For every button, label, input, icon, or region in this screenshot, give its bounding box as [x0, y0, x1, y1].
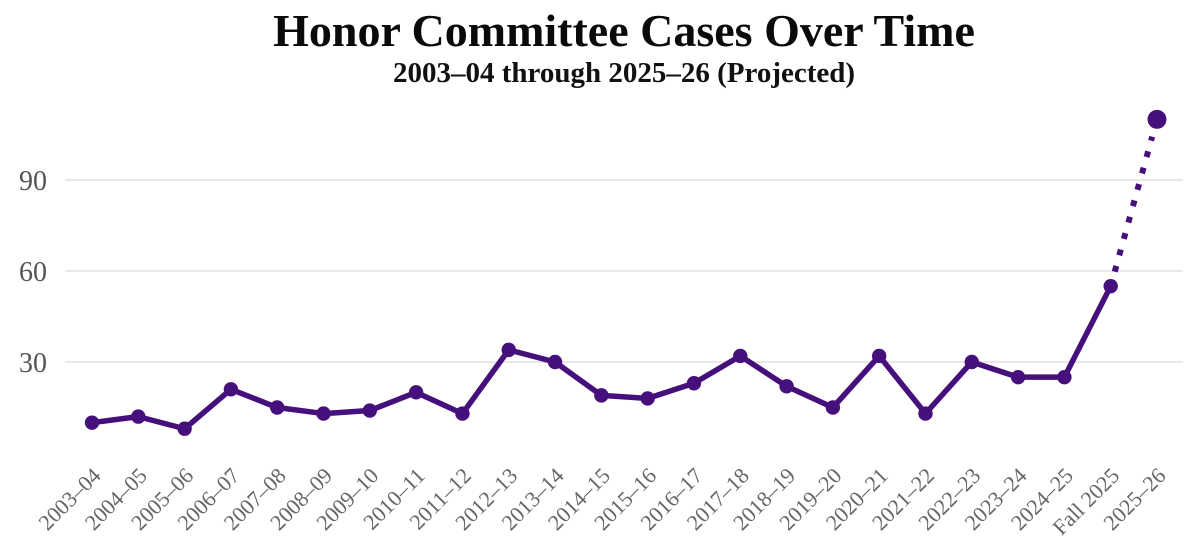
chart-title: Honor Committee Cases Over Time [273, 5, 975, 56]
chart-header: Honor Committee Cases Over Time 2003–04 … [48, 5, 1200, 90]
data-point [779, 379, 794, 394]
data-point [362, 403, 378, 418]
data-point [594, 388, 609, 403]
y-tick-label-60: 60 [19, 257, 47, 288]
data-point [964, 354, 979, 370]
data-point [131, 409, 146, 424]
data-point [871, 348, 887, 364]
data-point [455, 406, 470, 421]
data-point-projected [1147, 109, 1167, 129]
data-point [640, 391, 655, 406]
chart-subtitle: 2003–04 through 2025–26 (Projected) [392, 56, 856, 89]
data-point [270, 400, 285, 415]
data-point [918, 406, 933, 421]
data-point [1010, 369, 1026, 385]
data-point [177, 421, 192, 436]
y-tick-label-30: 30 [19, 348, 47, 379]
series-line [89, 283, 1114, 432]
data-point [316, 406, 331, 421]
data-point [223, 382, 239, 397]
data-point [686, 376, 702, 391]
data-point [547, 354, 563, 370]
data-point [408, 385, 424, 400]
data-point [825, 400, 841, 415]
data-point [1103, 278, 1118, 294]
projected-segment [1111, 135, 1156, 273]
data-point [501, 342, 516, 358]
y-tick-label-90: 90 [19, 166, 47, 197]
data-point [1057, 369, 1072, 385]
data-point [84, 415, 100, 430]
data-point [733, 348, 748, 364]
